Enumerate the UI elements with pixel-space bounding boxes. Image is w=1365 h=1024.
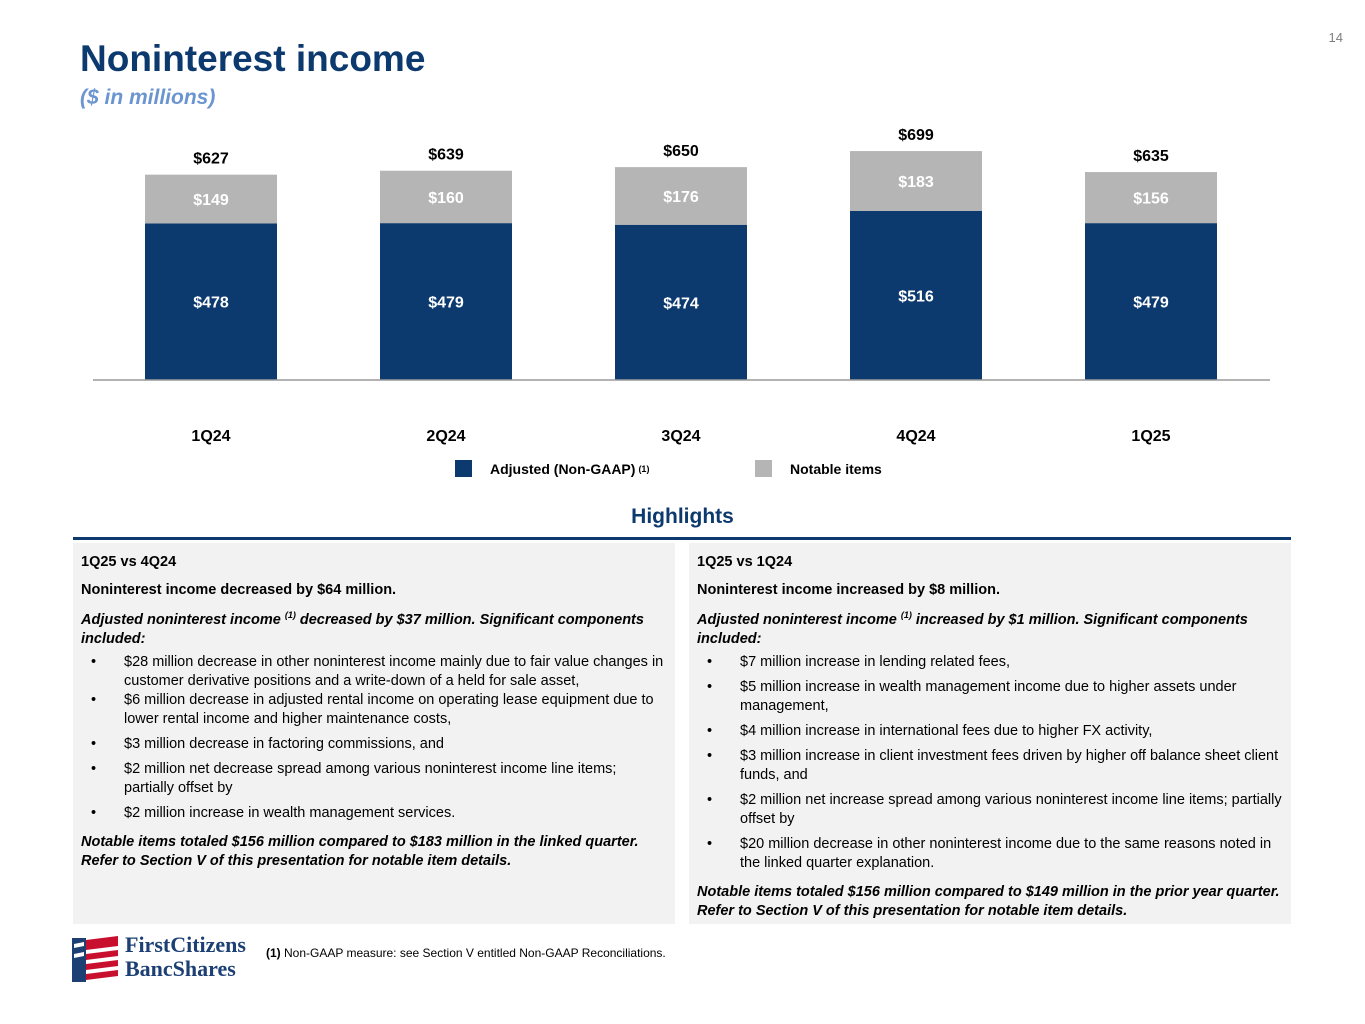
data-label-total-1Q24: $627 (193, 151, 229, 168)
footnote-text: Non-GAAP measure: see Section V entitled… (284, 946, 666, 960)
bar-adjusted-1Q24 (145, 223, 277, 380)
data-label-adjusted-4Q24: $516 (898, 289, 934, 306)
panel-lead: Noninterest income decreased by $64 mill… (81, 582, 397, 598)
page-subtitle: ($ in millions) (80, 86, 216, 109)
components-list: $7 million increase in lending related f… (697, 653, 1283, 873)
data-label-total-4Q24: $699 (898, 127, 934, 144)
list-item: $7 million increase in lending related f… (697, 653, 1283, 672)
footnote-marker: (1) (284, 610, 296, 620)
legend-label-notable: Notable items (790, 460, 882, 477)
list-item: $2 million net decrease spread among var… (81, 760, 667, 798)
list-item: $6 million decrease in adjusted rental i… (81, 691, 667, 729)
highlights-title: Highlights (631, 505, 734, 528)
stacked-bar-chart: $478 $149 $627 1Q24 $479 $160 $639 2Q24 $474 $176… (93, 127, 1270, 445)
panel-heading: 1Q25 vs 1Q24 (697, 554, 793, 570)
bar-notable-1Q25 (1085, 172, 1217, 224)
legend-footnote-marker: (1) (638, 463, 650, 474)
list-item: $20 million decrease in other noninteres… (697, 835, 1283, 873)
list-item: $4 million increase in international fee… (697, 722, 1283, 741)
logo-wordmark: FirstCitizens BancShares (125, 933, 246, 981)
x-tick-label-1Q24: 1Q24 (191, 428, 230, 445)
x-tick-label-1Q25: 1Q25 (1131, 428, 1170, 445)
bar-adjusted-1Q25 (1085, 223, 1217, 380)
legend-item-notable: Notable items (755, 460, 882, 477)
data-label-total-1Q25: $635 (1133, 148, 1169, 165)
data-label-total-2Q24: $639 (428, 147, 464, 164)
highlights-panel-prior-year: 1Q25 vs 1Q24 Noninterest income increase… (689, 543, 1291, 924)
adjusted-suffix: decreased by $37 million. Significant co… (81, 611, 644, 647)
legend-swatch-notable (755, 460, 772, 477)
data-label-notable-3Q24: $176 (663, 189, 699, 206)
data-label-adjusted-1Q25: $479 (1133, 295, 1169, 312)
bar-adjusted-2Q24 (380, 223, 512, 380)
bar-adjusted-3Q24 (615, 224, 747, 380)
adjusted-prefix: Adjusted noninterest income (697, 611, 897, 628)
highlights-panel-linked-quarter: 1Q25 vs 4Q24 Noninterest income decrease… (73, 543, 675, 924)
data-label-adjusted-2Q24: $479 (428, 295, 464, 312)
data-label-notable-4Q24: $183 (898, 174, 934, 191)
list-item: $3 million decrease in factoring commiss… (81, 735, 667, 754)
logo-line-2: BancShares (125, 956, 236, 981)
panel-adjusted-summary: Adjusted noninterest income (1) decrease… (81, 606, 667, 649)
list-item: $2 million net increase spread among var… (697, 791, 1283, 829)
panel-notable-summary: Notable items totaled $156 million compa… (81, 833, 639, 869)
footnote-marker: (1) (900, 610, 912, 620)
page-number: 14 (1328, 30, 1343, 45)
highlights-divider (73, 537, 1291, 540)
data-label-notable-1Q24: $149 (193, 192, 229, 209)
x-tick-label-3Q24: 3Q24 (661, 428, 700, 445)
list-item: $28 million decrease in other noninteres… (81, 653, 667, 691)
panel-heading: 1Q25 vs 4Q24 (81, 554, 177, 570)
bar-notable-1Q24 (145, 174, 277, 224)
legend-item-adjusted: Adjusted (Non-GAAP) (1) (455, 460, 649, 477)
bar-notable-3Q24 (615, 167, 747, 225)
legend-swatch-adjusted (455, 460, 472, 477)
x-tick-label-2Q24: 2Q24 (426, 428, 465, 445)
components-list: $28 million decrease in other noninteres… (81, 653, 667, 823)
data-label-adjusted-3Q24: $474 (663, 295, 699, 312)
adjusted-suffix: increased by $1 million. Significant com… (697, 611, 1248, 647)
data-label-adjusted-1Q24: $478 (193, 295, 229, 312)
panel-lead: Noninterest income increased by $8 milli… (697, 582, 1000, 598)
list-item: $3 million increase in client investment… (697, 747, 1283, 785)
page-title: Noninterest income (80, 38, 426, 79)
bar-notable-4Q24 (850, 151, 982, 212)
footnote: (1) Non-GAAP measure: see Section V enti… (266, 946, 666, 960)
footnote-marker: (1) (266, 946, 281, 960)
panel-notable-summary: Notable items totaled $156 million compa… (697, 883, 1280, 919)
data-label-total-3Q24: $650 (663, 143, 699, 160)
data-label-notable-2Q24: $160 (428, 190, 464, 207)
chart-legend: Adjusted (Non-GAAP) (1) Notable items (0, 460, 1365, 482)
logo-line-1: FirstCitizens (125, 932, 246, 957)
list-item: $2 million increase in wealth management… (81, 804, 667, 823)
panel-adjusted-summary: Adjusted noninterest income (1) increase… (697, 606, 1283, 649)
flag-logo-icon (70, 932, 122, 986)
x-tick-label-4Q24: 4Q24 (896, 428, 935, 445)
data-label-notable-1Q25: $156 (1133, 191, 1169, 208)
legend-label-adjusted: Adjusted (Non-GAAP) (490, 460, 636, 477)
bar-adjusted-4Q24 (850, 211, 982, 380)
company-logo: FirstCitizens BancShares (70, 930, 260, 988)
list-item: $5 million increase in wealth management… (697, 678, 1283, 716)
adjusted-prefix: Adjusted noninterest income (81, 611, 281, 628)
bar-notable-2Q24 (380, 170, 512, 224)
